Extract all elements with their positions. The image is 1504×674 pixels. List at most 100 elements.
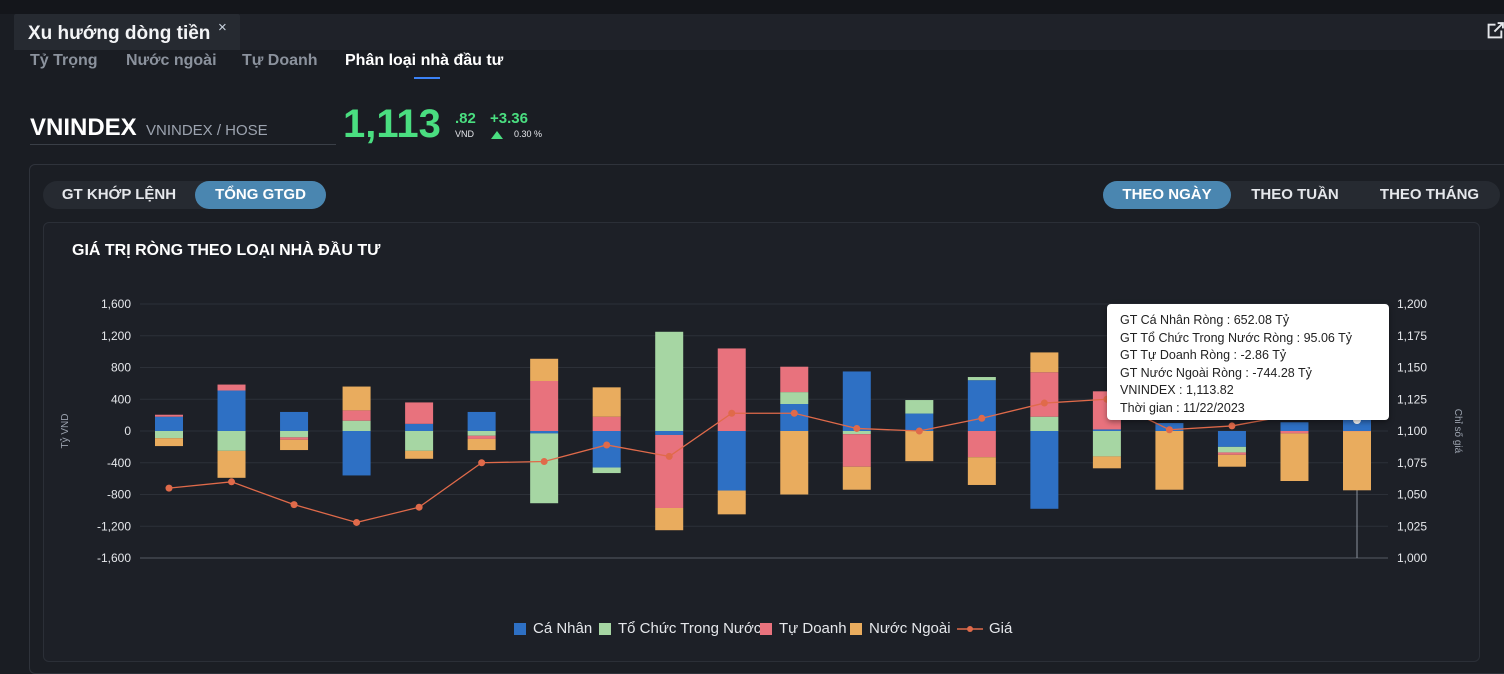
bar-ca_nhan	[280, 412, 308, 431]
bar-tu_doanh	[405, 402, 433, 423]
bar-tu_doanh	[530, 381, 558, 431]
bar-nuoc_ngoai	[1030, 352, 1058, 372]
bar-nuoc_ngoai	[1280, 433, 1308, 481]
bar-tu_doanh	[1030, 372, 1058, 416]
bar-tu_doanh	[968, 431, 996, 457]
y2-tick-label: 1,100	[1397, 424, 1427, 438]
legend-label: Nước Ngoài	[869, 620, 951, 637]
bar-to_chuc	[1030, 417, 1058, 431]
price-point	[603, 441, 610, 448]
legend-swatch-ca-nhan	[514, 623, 526, 635]
price-point	[791, 410, 798, 417]
price-point	[166, 485, 173, 492]
bar-ca_nhan	[1280, 422, 1308, 431]
bar-ca_nhan	[968, 380, 996, 431]
price-point	[916, 428, 923, 435]
bar-nuoc_ngoai	[405, 451, 433, 459]
bar-nuoc_ngoai	[1218, 455, 1246, 467]
bar-nuoc_ngoai	[155, 438, 183, 446]
bar-ca_nhan	[1093, 429, 1121, 431]
legend-nuoc-ngoai[interactable]: Nước Ngoài	[850, 620, 951, 637]
bar-nuoc_ngoai	[343, 387, 371, 411]
price-point	[228, 478, 235, 485]
bar-tu_doanh	[343, 410, 371, 420]
bar-nuoc_ngoai	[1093, 456, 1121, 468]
bar-nuoc_ngoai	[280, 440, 308, 450]
y-tick-label: -400	[107, 456, 131, 470]
bar-to_chuc	[593, 468, 621, 474]
legend-gia[interactable]: Giá	[957, 620, 1012, 637]
y2-tick-label: 1,175	[1397, 329, 1427, 343]
tooltip-line: GT Nước Ngoài Ròng : -744.28 Tỷ	[1120, 365, 1376, 383]
tooltip-line: GT Tự Doanh Ròng : -2.86 Tỷ	[1120, 347, 1376, 365]
bar-ca_nhan	[155, 417, 183, 431]
bar-nuoc_ngoai	[468, 439, 496, 450]
bar-nuoc_ngoai	[1343, 431, 1371, 490]
y2-tick-label: 1,050	[1397, 488, 1427, 502]
tooltip-line: VNINDEX : 1,113.82	[1120, 382, 1376, 400]
tooltip-line: GT Tổ Chức Trong Nước Ròng : 95.06 Tỷ	[1120, 330, 1376, 348]
y2-tick-label: 1,125	[1397, 392, 1427, 406]
bar-nuoc_ngoai	[655, 508, 683, 530]
bar-tu_doanh	[593, 417, 621, 431]
legend-to-chuc[interactable]: Tổ Chức Trong Nước	[599, 620, 761, 637]
bar-nuoc_ngoai	[218, 451, 246, 478]
bar-tu_doanh	[468, 436, 496, 439]
price-point	[1166, 426, 1173, 433]
chart-tooltip: GT Cá Nhân Ròng : 652.08 Tỷ GT Tổ Chức T…	[1107, 304, 1389, 420]
y2-tick-label: 1,150	[1397, 361, 1427, 375]
y2-tick-label: 1,075	[1397, 456, 1427, 470]
legend-label: Tổ Chức Trong Nước	[618, 620, 761, 637]
bar-nuoc_ngoai	[593, 387, 621, 416]
bar-tu_doanh	[780, 367, 808, 392]
y2-tick-label: 1,200	[1397, 297, 1427, 311]
bar-ca_nhan	[468, 412, 496, 431]
bar-ca_nhan	[530, 431, 558, 433]
bar-ca_nhan	[405, 424, 433, 431]
bar-to_chuc	[155, 431, 183, 438]
bar-nuoc_ngoai	[843, 467, 871, 490]
bar-to_chuc	[343, 421, 371, 431]
legend-swatch-nuoc-ngoai	[850, 623, 862, 635]
bar-to_chuc	[1218, 447, 1246, 453]
price-point	[1041, 400, 1048, 407]
bar-nuoc_ngoai	[968, 457, 996, 485]
bar-tu_doanh	[155, 415, 183, 417]
bar-to_chuc	[468, 431, 496, 436]
bar-ca_nhan	[655, 431, 683, 435]
bar-ca_nhan	[1218, 431, 1246, 447]
bar-tu_doanh	[843, 434, 871, 467]
price-point	[1228, 422, 1235, 429]
legend-ca-nhan[interactable]: Cá Nhân	[514, 620, 592, 637]
legend-line-icon	[957, 623, 983, 635]
y-tick-label: -800	[107, 488, 131, 502]
bar-nuoc_ngoai	[530, 359, 558, 381]
y-tick-label: 1,600	[101, 297, 131, 311]
bar-nuoc_ngoai	[1155, 431, 1183, 490]
bar-ca_nhan	[843, 371, 871, 431]
price-point	[291, 501, 298, 508]
legend-tu-doanh[interactable]: Tự Doanh	[760, 620, 847, 637]
legend-swatch-tu-doanh	[760, 623, 772, 635]
price-point	[416, 504, 423, 511]
y-tick-label: 800	[111, 361, 131, 375]
price-point	[541, 458, 548, 465]
legend-label: Giá	[989, 620, 1012, 637]
bar-tu_doanh	[1280, 431, 1308, 433]
y-tick-label: 400	[111, 392, 131, 406]
bar-tu_doanh	[280, 437, 308, 439]
y-tick-label: -1,600	[97, 551, 131, 565]
bar-to_chuc	[905, 400, 933, 413]
bar-to_chuc	[780, 392, 808, 404]
bar-ca_nhan	[718, 431, 746, 491]
y2-tick-label: 1,025	[1397, 519, 1427, 533]
tooltip-line: Thời gian : 11/22/2023	[1120, 400, 1376, 418]
price-point	[478, 459, 485, 466]
bar-tu_doanh	[655, 435, 683, 508]
price-point	[728, 410, 735, 417]
bar-to_chuc	[280, 431, 308, 437]
y-tick-label: 1,200	[101, 329, 131, 343]
y-axis-label: Tỷ VND	[59, 414, 71, 449]
bar-to_chuc	[1093, 431, 1121, 456]
legend-label: Cá Nhân	[533, 620, 592, 637]
